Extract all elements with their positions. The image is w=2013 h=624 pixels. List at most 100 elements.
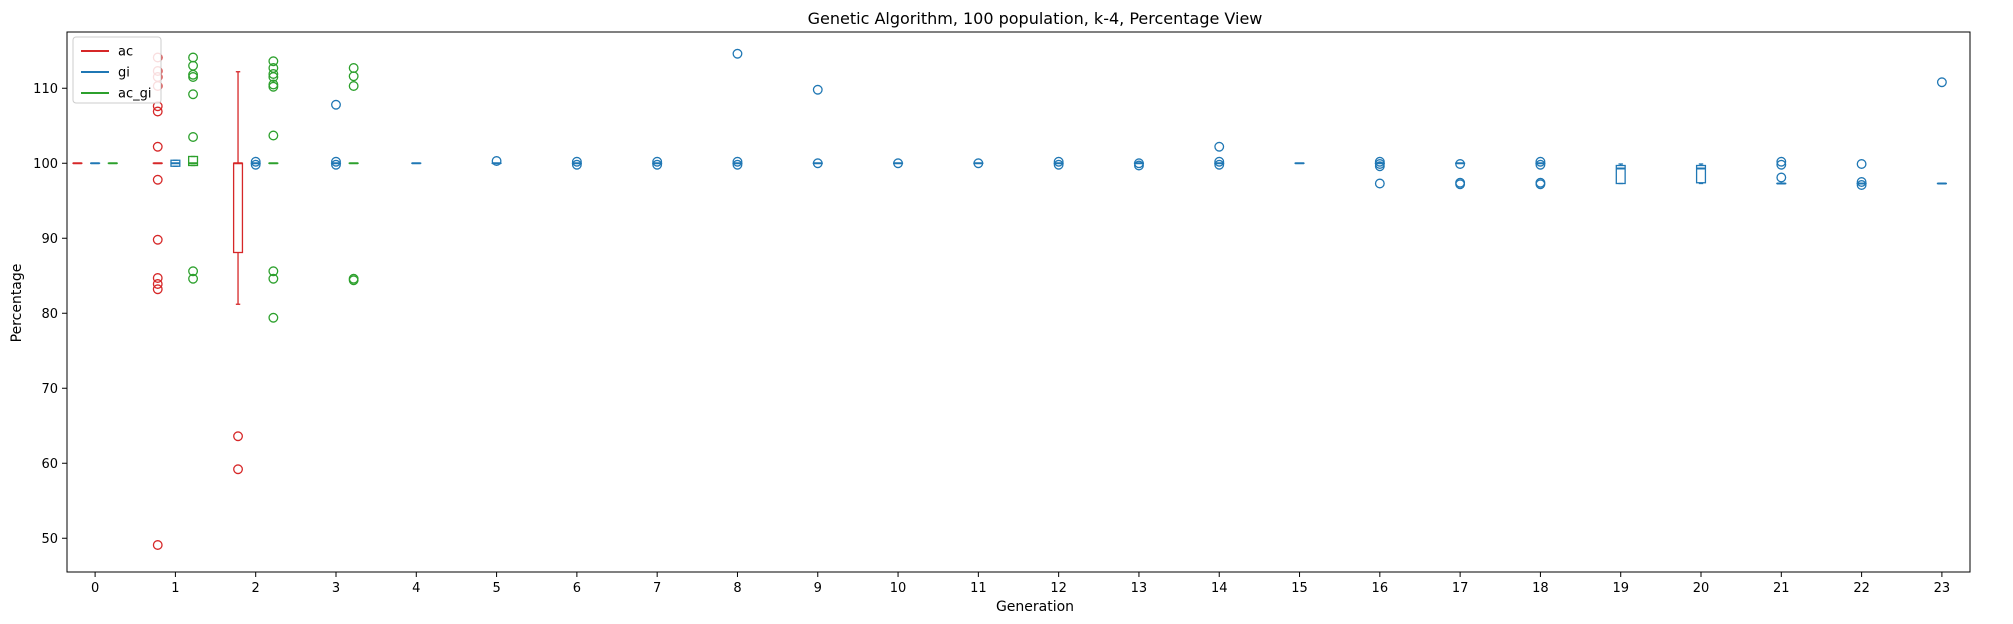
y-tick-label: 60 xyxy=(41,457,58,472)
box-gi-gen-3 xyxy=(330,99,342,170)
outlier-point xyxy=(1374,161,1385,172)
outlier-point xyxy=(188,52,199,63)
outlier-point xyxy=(331,156,341,167)
box-gi-gen-20 xyxy=(1695,163,1707,185)
outlier-point xyxy=(233,431,243,442)
outlier-point xyxy=(1776,172,1787,183)
outlier-point xyxy=(268,72,279,82)
outlier-point xyxy=(1856,177,1867,187)
outlier-point xyxy=(250,159,261,170)
outlier-point xyxy=(1214,159,1225,170)
outlier-point xyxy=(652,156,663,167)
x-tick-label: 2 xyxy=(252,581,260,596)
legend-label-ac: ac xyxy=(118,45,133,60)
series-ac xyxy=(72,52,244,550)
box-gi-gen-7 xyxy=(652,156,663,170)
x-tick-label: 13 xyxy=(1131,581,1148,596)
x-tick-label: 21 xyxy=(1773,581,1790,596)
outlier-point xyxy=(348,81,359,91)
outlier-point xyxy=(188,273,199,284)
outlier-point xyxy=(1535,159,1546,170)
x-tick-label: 7 xyxy=(653,581,661,596)
y-tick-label: 80 xyxy=(41,307,58,322)
box-gi-gen-19 xyxy=(1615,163,1626,185)
outlier-point xyxy=(893,158,904,169)
outlier-point xyxy=(973,158,984,169)
x-tick-label: 9 xyxy=(814,581,822,596)
outlier-point xyxy=(1776,156,1787,167)
box-gi-gen-23 xyxy=(1936,77,1947,185)
box-gi-gen-18 xyxy=(1535,156,1546,190)
outlier-point xyxy=(1936,77,1947,88)
y-tick-label: 100 xyxy=(33,157,58,172)
box-gi-gen-11 xyxy=(973,158,984,169)
box-gi-gen-10 xyxy=(892,158,904,169)
outlier-point xyxy=(152,540,163,550)
outlier-point xyxy=(152,279,163,289)
box-gi-gen-13 xyxy=(1133,158,1145,171)
x-tick-label: 18 xyxy=(1532,581,1549,596)
box-iqr xyxy=(187,155,199,167)
y-tick-label: 70 xyxy=(41,382,58,397)
outlier-point xyxy=(188,132,199,142)
box-gi-gen-6 xyxy=(571,156,582,170)
box-gi-gen-17 xyxy=(1455,159,1466,190)
outlier-point xyxy=(152,174,163,185)
y-axis-label: Percentage xyxy=(9,264,25,343)
outlier-point xyxy=(1455,179,1466,190)
outlier-point xyxy=(1053,159,1064,170)
outlier-point xyxy=(348,275,359,286)
outlier-point xyxy=(491,156,502,166)
outlier-point xyxy=(1053,156,1064,167)
series-gi xyxy=(90,48,1947,190)
outlier-point xyxy=(1214,141,1225,152)
x-tick-label: 12 xyxy=(1050,581,1067,596)
outlier-point xyxy=(348,63,359,73)
series-ac-gi xyxy=(107,52,359,323)
legend-frame xyxy=(72,36,162,104)
box-gi-gen-8 xyxy=(732,48,743,170)
outlier-point xyxy=(1535,156,1546,167)
outlier-point xyxy=(188,89,199,100)
y-tick-label: 50 xyxy=(41,532,58,547)
outlier-point xyxy=(571,156,582,167)
x-tick-label: 3 xyxy=(332,581,340,596)
outlier-point xyxy=(1374,178,1385,189)
plot-marks xyxy=(72,48,1947,550)
legend: ac gi ac_gi xyxy=(72,36,162,104)
box-gi-gen-2 xyxy=(250,156,261,170)
x-axis: 0 1 2 3 4 5 6 7 8 9 10 11 12 13 14 15 16 17 18 19 20 21 22 23 xyxy=(91,572,1950,596)
y-tick-label: 90 xyxy=(41,232,58,247)
outlier-point xyxy=(188,72,199,82)
x-tick-label: 1 xyxy=(171,581,179,596)
outlier-point xyxy=(1535,179,1546,190)
x-tick-label: 4 xyxy=(412,581,420,596)
outlier-point xyxy=(188,60,199,71)
x-tick-label: 10 xyxy=(890,581,907,596)
outlier-point xyxy=(732,48,743,59)
box-iqr xyxy=(232,162,244,254)
outlier-point xyxy=(268,56,279,67)
chart-title: Genetic Algorithm, 100 population, k-4, … xyxy=(808,9,1263,28)
outlier-point xyxy=(1455,159,1466,169)
x-tick-label: 19 xyxy=(1612,581,1629,596)
x-tick-label: 6 xyxy=(573,581,581,596)
outlier-point xyxy=(1856,180,1867,190)
box-gi-gen-1 xyxy=(170,159,181,167)
x-tick-label: 0 xyxy=(91,581,99,596)
outlier-point xyxy=(250,156,261,167)
x-tick-label: 15 xyxy=(1291,581,1308,596)
box-gi-gen-22 xyxy=(1856,159,1867,190)
box-gi-gen-5 xyxy=(491,156,502,166)
outlier-point xyxy=(152,273,163,283)
outlier-point xyxy=(268,312,279,323)
outlier-point xyxy=(812,158,823,169)
outlier-point xyxy=(152,234,163,245)
outlier-point xyxy=(1856,159,1867,169)
x-tick-label: 8 xyxy=(733,581,741,596)
outlier-point xyxy=(268,273,279,284)
legend-label-ac-gi: ac_gi xyxy=(118,87,151,102)
y-tick-label: 110 xyxy=(33,82,58,97)
box-iqr xyxy=(1695,164,1707,184)
outlier-point xyxy=(732,159,743,170)
